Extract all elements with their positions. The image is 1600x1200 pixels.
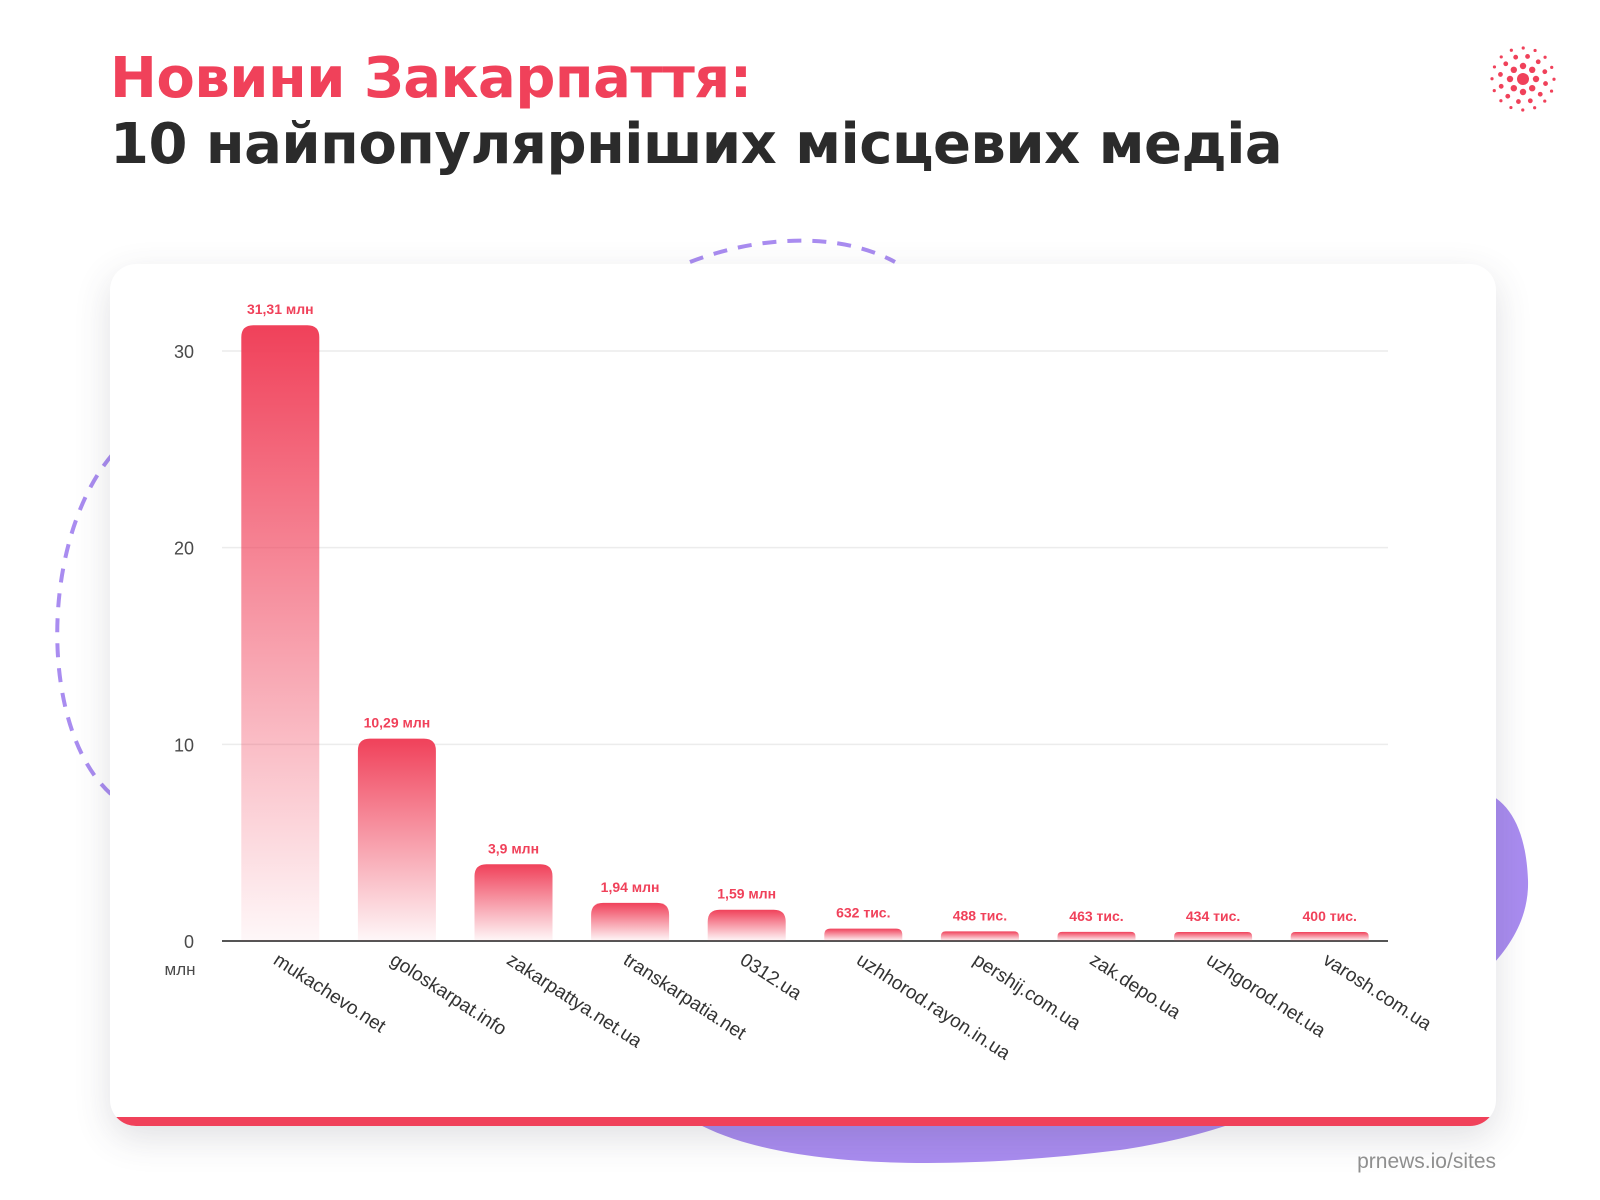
x-tick-label: varosh.com.ua <box>1319 950 1435 1036</box>
logo-dot <box>1537 91 1543 97</box>
title-line-1: Новини Закарпаття: <box>110 46 752 111</box>
data-label: 10,29 млн <box>364 715 431 731</box>
logo-dot <box>1513 54 1519 60</box>
logo-dot <box>1552 77 1556 81</box>
data-label: 488 тис. <box>953 907 1007 923</box>
x-tick-label: mukachevo.net <box>270 950 390 1038</box>
logo-dot <box>1490 77 1494 81</box>
data-label: 3,9 млн <box>488 840 539 856</box>
logo-dot <box>1510 84 1518 92</box>
bar-varosh.com.ua <box>1290 932 1369 941</box>
logo-dot <box>1543 55 1547 59</box>
data-label: 463 тис. <box>1069 908 1123 924</box>
bar-0312.ua <box>707 909 786 941</box>
bar-mukachevo.net <box>241 325 320 941</box>
logo-dot <box>1521 46 1525 50</box>
logo-dot <box>1499 99 1503 103</box>
logo-dot <box>1532 75 1540 83</box>
x-tick-label: pershij.com.ua <box>969 950 1084 1035</box>
logo-dot <box>1506 75 1514 83</box>
y-tick-label: 0 <box>184 932 194 952</box>
logo-dot <box>1505 93 1511 99</box>
logo-dot <box>1519 62 1527 70</box>
x-tick-label: 0312.ua <box>736 950 805 1005</box>
logo-dot <box>1492 89 1496 93</box>
chart-card: 0 10 20 30 млн 31,31 млн mukachevo.net 10,29 мл… <box>110 264 1496 1126</box>
data-label: 434 тис. <box>1186 908 1240 924</box>
x-tick-label: zak.depo.ua <box>1086 950 1185 1024</box>
logo-dot <box>1543 81 1548 86</box>
logo-dot <box>1503 61 1509 67</box>
logo-dot <box>1533 48 1537 53</box>
bar-zakarpattya.net.ua <box>474 864 553 941</box>
dashed-arc-left <box>55 453 114 797</box>
logo-dot <box>1549 89 1554 93</box>
logo-dot <box>1498 72 1503 77</box>
data-label: 632 тис. <box>836 905 890 921</box>
logo-dot <box>1519 88 1527 96</box>
bar-chart: 0 10 20 30 млн 31,31 млн mukachevo.net 10,29 мл… <box>165 301 1436 1064</box>
data-label: 31,31 млн <box>247 301 314 317</box>
logo-dot <box>1509 48 1513 52</box>
y-tick-label: 10 <box>174 735 194 755</box>
logo-dot <box>1492 65 1497 69</box>
data-label: 400 тис. <box>1303 908 1357 924</box>
logo-dot <box>1525 54 1530 59</box>
logo-dot <box>1509 105 1513 110</box>
x-tick-label: goloskarpat.info <box>386 950 510 1041</box>
logo-dot <box>1543 99 1547 103</box>
y-tick-label: 30 <box>174 342 194 362</box>
bar-zak.depo.ua <box>1057 931 1136 941</box>
logo-dot <box>1528 84 1536 92</box>
bar-uzhgorod.net.ua <box>1174 932 1253 941</box>
logo-center-dot <box>1517 73 1529 85</box>
bar-goloskarpat.info <box>357 738 436 941</box>
logo-dot <box>1535 59 1541 65</box>
bar-uzhhorod.rayon.in.ua <box>824 928 903 941</box>
logo-dot <box>1499 55 1503 59</box>
bar-pershij.com.ua <box>940 931 1019 941</box>
logo-dot <box>1498 83 1504 89</box>
data-label: 1,59 млн <box>717 886 776 902</box>
y-tick-label: 20 <box>174 539 194 559</box>
logo-dot <box>1528 66 1536 74</box>
data-label: 1,94 млн <box>601 879 660 895</box>
y-axis-unit-label: млн <box>165 960 196 979</box>
dashed-arc-top <box>689 238 896 264</box>
logo-dot <box>1521 108 1525 112</box>
logo-dot <box>1516 99 1521 104</box>
title-line-2: 10 найпопулярніших місцевих медіа <box>110 112 1283 177</box>
x-tick-label: uzhgorod.net.ua <box>1202 950 1329 1043</box>
bar-transkarpatia.net <box>591 902 670 941</box>
logo-dot <box>1550 65 1554 69</box>
logo-dot <box>1510 66 1518 74</box>
source-credit: prnews.io/sites <box>1357 1150 1496 1173</box>
page-title: Новини Закарпаття: 10 найпопулярніших мі… <box>110 46 1283 178</box>
card-accent-stripe <box>110 1117 1496 1126</box>
logo-dot <box>1533 106 1537 110</box>
dotted-burst-logo-icon <box>1490 46 1556 112</box>
logo-dot <box>1527 98 1533 104</box>
logo-dot <box>1542 69 1548 75</box>
